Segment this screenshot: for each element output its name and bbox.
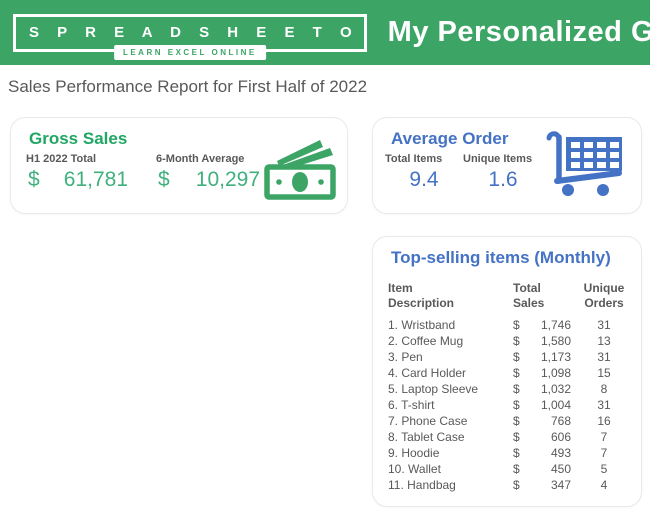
top-selling-title: Top-selling items (Monthly) [391, 248, 611, 267]
currency-symbol: $ [158, 168, 170, 191]
currency-symbol: $ [513, 334, 520, 348]
unique-items-label: Unique Items [463, 153, 533, 165]
currency-symbol: $ [513, 366, 520, 380]
shopping-cart-icon [544, 127, 624, 202]
unique-items-metric: Unique Items 1.6 [463, 153, 543, 192]
currency-symbol: $ [513, 462, 520, 476]
top-selling-card: Top-selling items (Monthly) Item Descrip… [372, 236, 642, 507]
table-row: 1. Wristband $1,746 31 [388, 318, 611, 332]
six-month-average-value: $ 10,297 [156, 168, 262, 192]
average-order-title: Average Order [391, 129, 509, 148]
table-row: 3. Pen $1,173 31 [388, 350, 611, 364]
spreadsheeto-logo: S P R E A D S H E E T O LEARN EXCEL ONLI… [13, 13, 367, 60]
h1-total-amount: 61,781 [63, 168, 128, 191]
currency-symbol: $ [513, 318, 520, 332]
currency-symbol: $ [513, 430, 520, 444]
currency-symbol: $ [513, 414, 520, 428]
six-month-average-amount: 10,297 [195, 168, 260, 191]
currency-symbol: $ [513, 350, 520, 364]
table-row: 10. Wallet $450 5 [388, 462, 608, 476]
table-row: 4. Card Holder $1,098 15 [388, 366, 611, 380]
total-items-metric: Total Items 9.4 [385, 153, 463, 192]
six-month-average-metric: 6-Month Average $ 10,297 [156, 153, 262, 192]
table-row: 9. Hoodie $493 7 [388, 446, 608, 460]
gross-sales-title: Gross Sales [29, 129, 128, 148]
header-unique-orders: Unique Orders [583, 281, 625, 310]
header-item-description: Item Description [388, 281, 455, 310]
table-row: 5. Laptop Sleeve $1,032 8 [388, 382, 608, 396]
gross-sales-card: Gross Sales H1 2022 Total $ 61,781 6-Mon… [10, 117, 348, 214]
table-row: 7. Phone Case $768 16 [388, 414, 611, 428]
average-order-card: Average Order Total Items 9.4 Unique Ite… [372, 117, 642, 214]
currency-symbol: $ [513, 478, 520, 492]
report-subtitle: Sales Performance Report for First Half … [8, 77, 368, 96]
h1-total-metric: H1 2022 Total $ 61,781 [26, 153, 130, 192]
currency-symbol: $ [513, 446, 520, 460]
table-row: 11. Handbag $347 4 [388, 478, 608, 492]
currency-symbol: $ [513, 382, 520, 396]
currency-symbol: $ [28, 168, 40, 191]
total-items-value: 9.4 [409, 168, 439, 191]
header-total-sales: Total Sales [513, 281, 545, 310]
h1-total-value: $ 61,781 [26, 168, 130, 192]
six-month-average-label: 6-Month Average [156, 153, 245, 165]
table-header-row: Item Description Total Sales Unique Orde… [388, 281, 627, 311]
unique-items-value: 1.6 [488, 168, 518, 191]
h1-total-label: H1 2022 Total [26, 153, 97, 165]
money-bills-icon [264, 134, 338, 205]
table-row: 8. Tablet Case $606 7 [388, 430, 608, 444]
table-row: 2. Coffee Mug $1,580 13 [388, 334, 611, 348]
total-items-label: Total Items [385, 153, 443, 165]
shop-title: My Personalized Gift Shop [387, 16, 650, 48]
currency-symbol: $ [513, 398, 520, 412]
top-selling-table: Item Description Total Sales Unique Orde… [388, 281, 627, 493]
brand-banner: S P R E A D S H E E T O LEARN EXCEL ONLI… [0, 0, 650, 65]
logo-tagline: LEARN EXCEL ONLINE [113, 44, 266, 60]
table-row: 6. T-shirt $1,004 31 [388, 398, 611, 412]
